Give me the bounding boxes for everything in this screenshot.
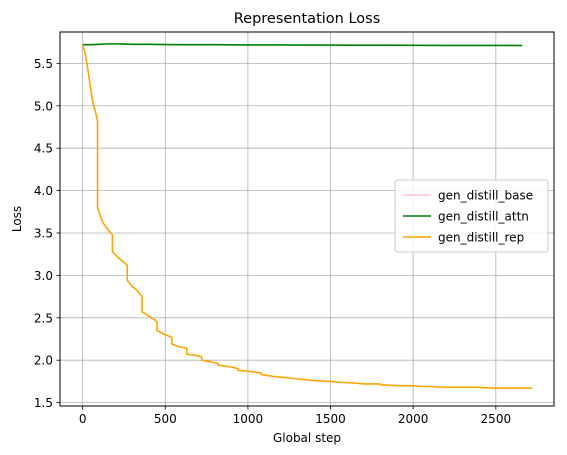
plot-frame	[59, 31, 555, 407]
y-tick-label: 5.0	[34, 99, 53, 113]
y-tick-label: 4.0	[34, 184, 53, 198]
x-tick-label: 2000	[398, 412, 429, 426]
x-tick-label: 1000	[233, 412, 264, 426]
series-line-gen-distill-attn	[82, 43, 523, 47]
chart-title: Representation Loss	[234, 11, 381, 27]
y-tick-label: 2.0	[34, 354, 53, 368]
y-axis-label: Loss	[10, 206, 24, 232]
series-lines	[81, 43, 533, 389]
y-tick-label: 3.5	[34, 226, 53, 240]
y-tick-label: 4.5	[34, 142, 53, 156]
x-tick-label: 2500	[481, 412, 512, 426]
legend-entry-label: gen_distill_base	[438, 189, 533, 203]
y-tick-label: 5.5	[34, 57, 53, 71]
legend-entry-label: gen_distill_attn	[438, 210, 529, 224]
legend-entry-label: gen_distill_rep	[438, 231, 524, 245]
x-tick-label: 0	[79, 412, 87, 426]
x-axis-label: Global step	[273, 431, 341, 445]
x-tick-label: 500	[154, 412, 177, 426]
legend: gen_distill_base gen_distill_attn gen_dist…	[394, 179, 549, 253]
y-tick-label: 2.5	[34, 311, 53, 325]
axis-ticks: 0 500 1000 1500 2000 2500 1.5 2.0 2.5 3.0 3.5 4.0 4.…	[34, 57, 511, 426]
y-tick-label: 3.0	[34, 269, 53, 283]
y-tick-label: 1.5	[34, 396, 53, 410]
x-tick-label: 1500	[315, 412, 346, 426]
legend-box	[394, 179, 549, 253]
series-line-gen-distill-rep	[81, 44, 533, 389]
